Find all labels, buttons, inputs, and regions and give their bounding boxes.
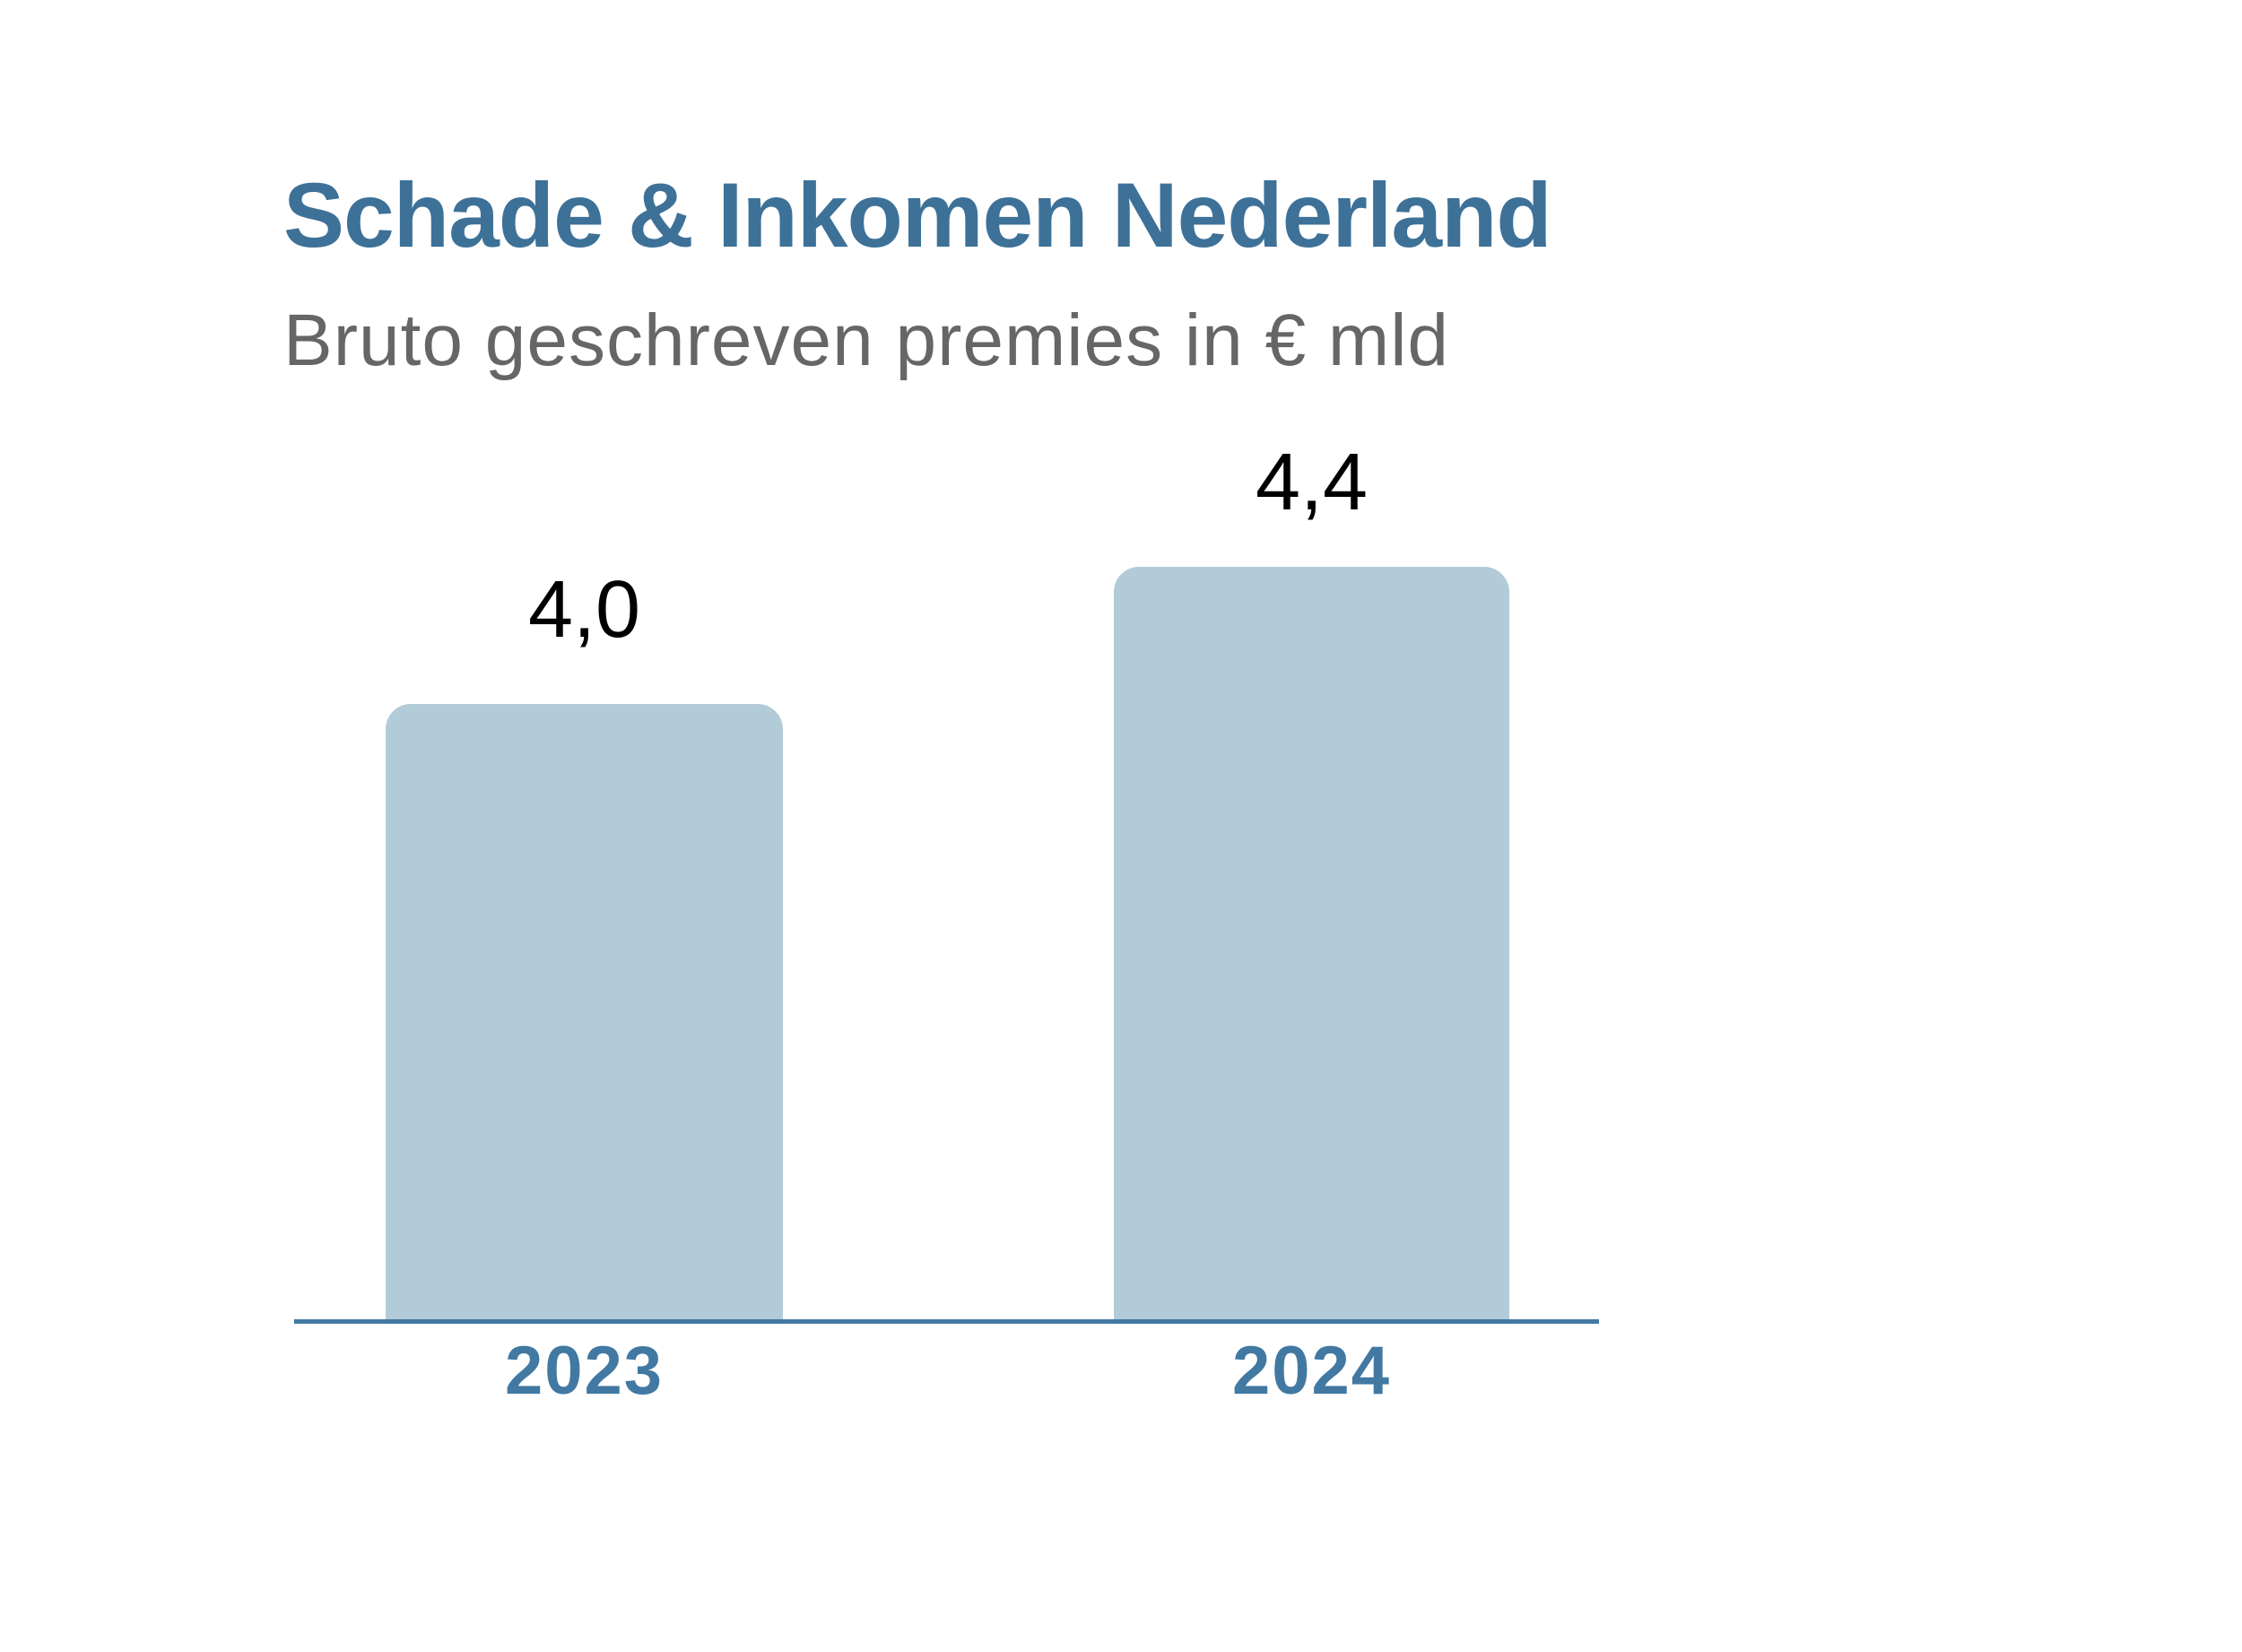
bar-2023 <box>386 704 783 1322</box>
chart-subtitle: Bruto geschreven premies in € mld <box>283 300 1450 381</box>
chart-title: Schade & Inkomen Nederland <box>283 164 1552 266</box>
category-label-2024: 2024 <box>1231 1333 1392 1409</box>
value-label-2023: 4,0 <box>527 565 641 655</box>
bar-2024 <box>1114 567 1509 1322</box>
value-label-2024: 4,4 <box>1255 438 1369 527</box>
category-label-2023: 2023 <box>504 1333 665 1409</box>
x-axis-line <box>294 1319 1599 1324</box>
